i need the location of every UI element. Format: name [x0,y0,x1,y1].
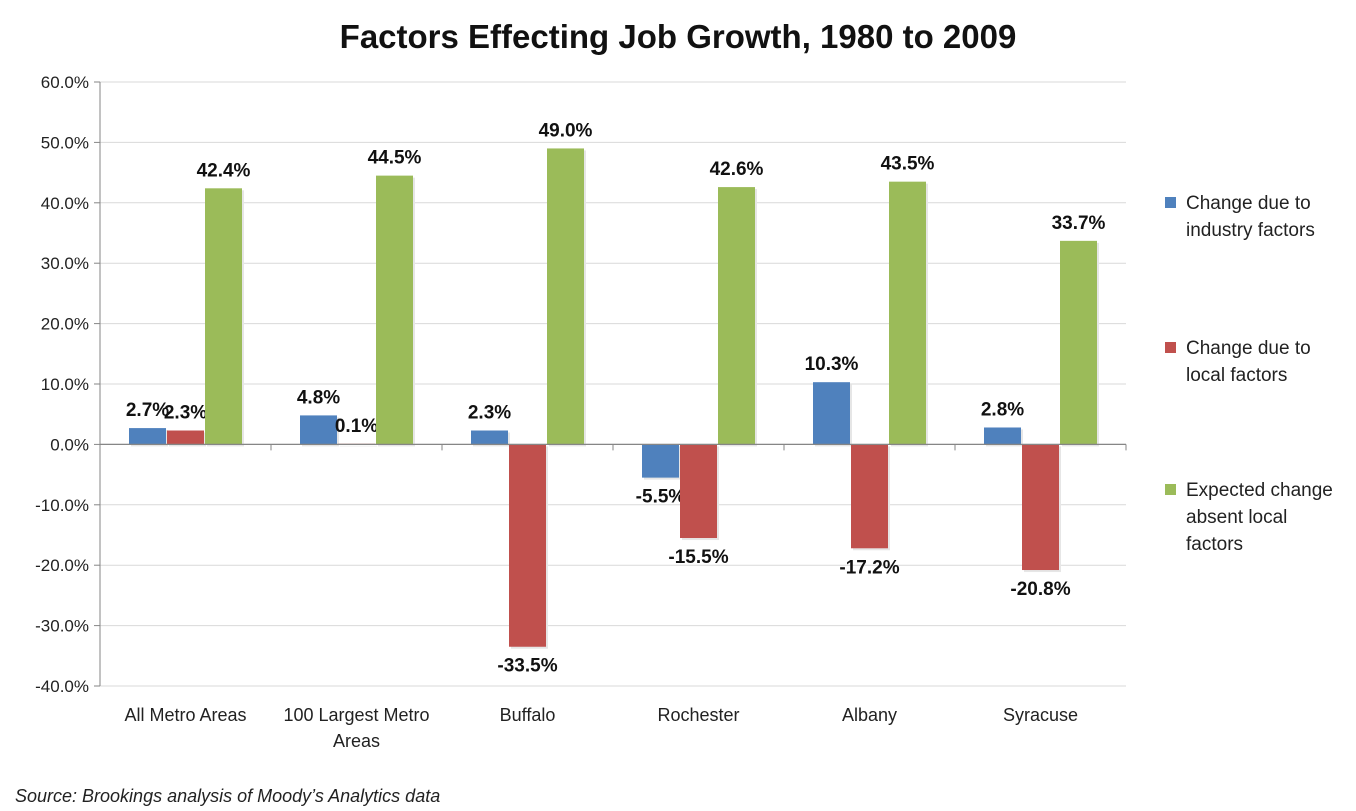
bar [984,427,1021,445]
bar [471,430,508,445]
bar [547,148,584,445]
data-label: 2.7% [126,400,169,421]
y-tick-label: -20.0% [35,556,89,575]
data-label: -15.5% [668,547,728,568]
x-tick-label: 100 Largest Metro Areas [283,705,429,751]
y-tick-label: 10.0% [41,375,89,394]
bar [813,382,850,445]
bar [167,430,204,445]
y-tick-label: 40.0% [41,194,89,213]
data-label: 2.3% [468,403,511,424]
data-label: -17.2% [839,557,899,578]
data-label: 42.6% [710,159,764,180]
data-label: 49.0% [539,120,593,141]
y-tick-label: 20.0% [41,315,89,334]
legend-label: Expected change absent local factors [1186,480,1333,555]
bar [376,175,413,445]
bar [509,444,546,647]
bar [889,181,926,445]
data-label: -33.5% [497,656,557,677]
x-tick-label: All Metro Areas [124,705,246,725]
data-label: -20.8% [1010,579,1070,600]
bar-shadow [340,445,377,447]
bar [851,444,888,549]
bar [129,428,166,445]
data-label: 42.4% [197,160,251,181]
legend-label: Change due to industry factors [1186,193,1315,241]
bar [718,187,755,445]
data-label: 43.5% [881,154,935,175]
bar [205,188,242,445]
source-note: Source: Brookings analysis of Moody’s An… [15,786,441,806]
y-tick-label: -40.0% [35,677,89,696]
bar [300,415,337,445]
data-label: 2.3% [164,403,207,424]
chart-title: Factors Effecting Job Growth, 1980 to 20… [339,18,1017,55]
data-label: 4.8% [297,387,340,408]
x-tick-label: Albany [842,705,897,725]
legend-swatch [1165,197,1176,208]
legend-swatch [1165,342,1176,353]
y-tick-label: 0.0% [50,435,89,454]
legend-swatch [1165,484,1176,495]
data-label: 10.3% [805,354,859,375]
y-tick-label: -30.0% [35,617,89,636]
bar [1022,444,1059,571]
data-label: 33.7% [1052,213,1106,234]
legend-label: Change due to local factors [1186,338,1311,386]
data-label: 0.1% [335,416,378,437]
x-tick-label: Rochester [657,705,739,725]
data-label: 44.5% [368,148,422,169]
y-tick-label: -10.0% [35,496,89,515]
x-tick-label: Buffalo [500,705,556,725]
y-tick-label: 30.0% [41,254,89,273]
data-label: 2.8% [981,399,1024,420]
y-tick-label: 60.0% [41,73,89,92]
bar [1060,240,1097,445]
data-label: -5.5% [636,487,686,508]
bar [642,444,679,478]
bar [680,444,717,539]
x-tick-label: Syracuse [1003,705,1078,725]
y-tick-label: 50.0% [41,133,89,152]
